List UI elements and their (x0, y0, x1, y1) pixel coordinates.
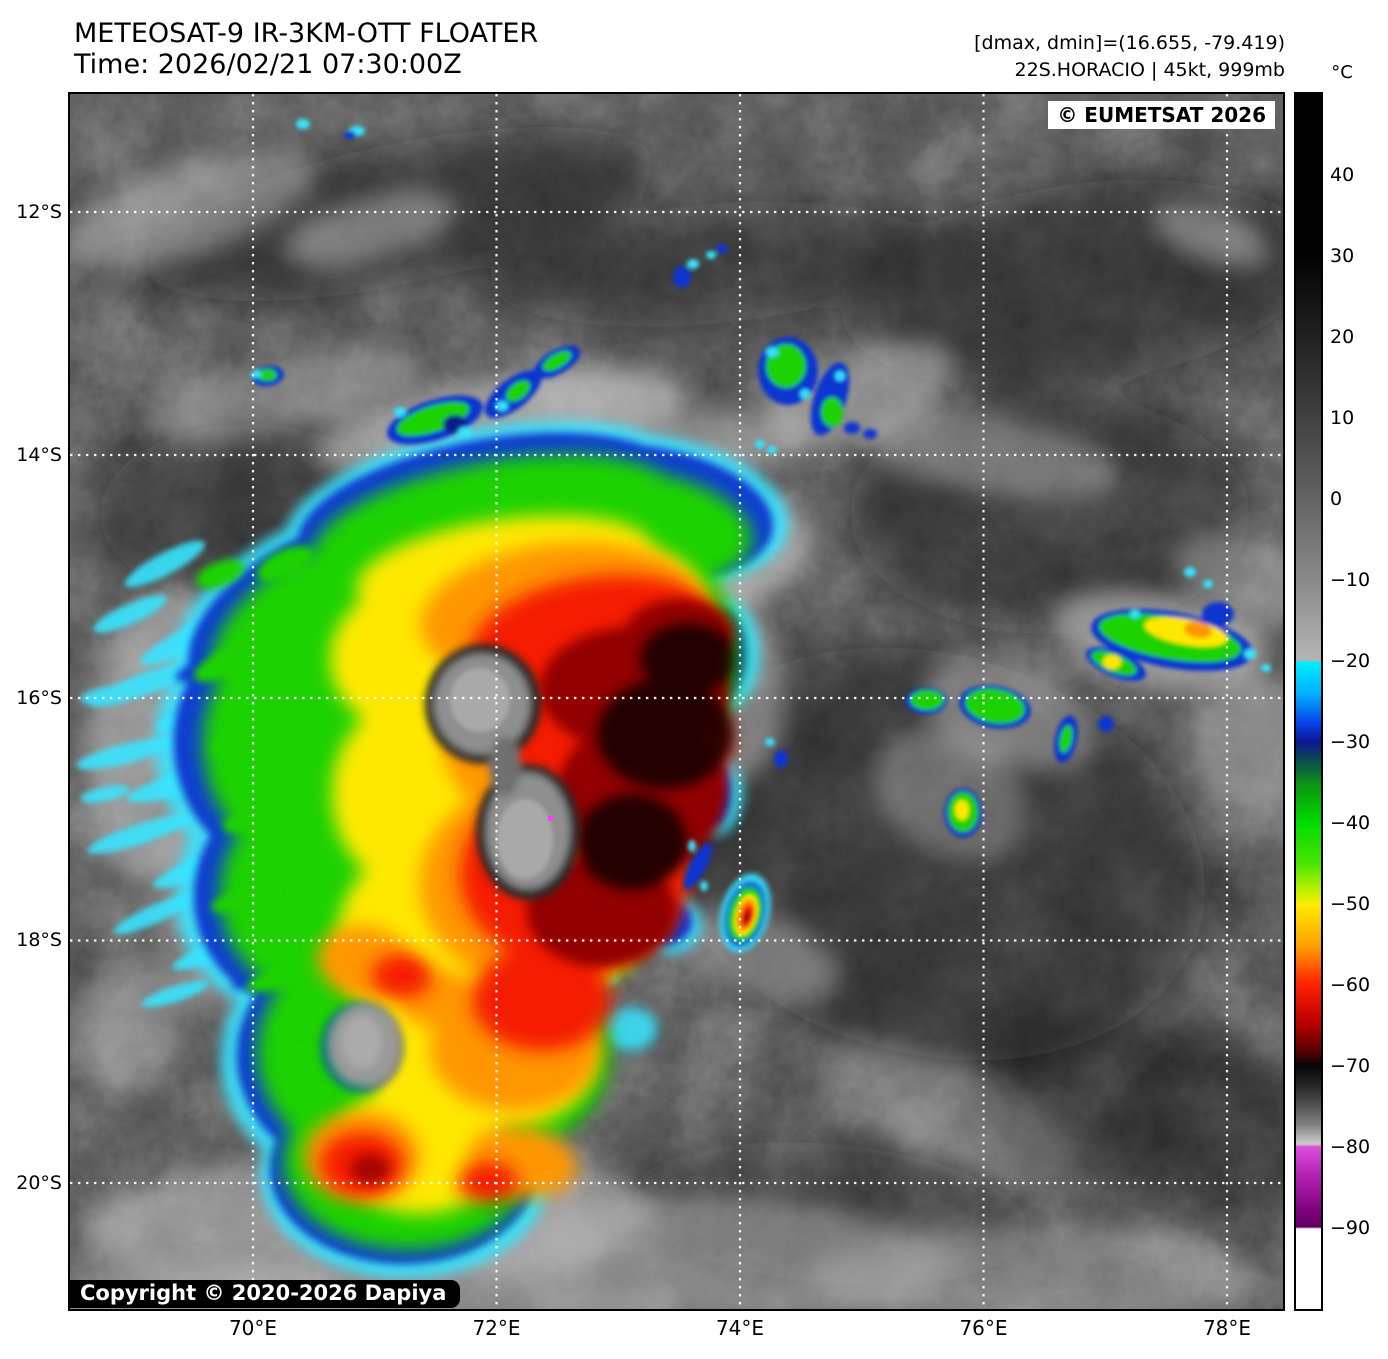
colorbar-tick-label: 10 (1330, 407, 1355, 429)
figure-header: METEOSAT-9 IR-3KM-OTT FLOATER Time: 2026… (74, 18, 538, 80)
cold-overshoot-gray-patches (425, 644, 580, 900)
colorbar (1294, 92, 1323, 1311)
colorbar-tick-label: −80 (1330, 1136, 1371, 1158)
colorbar-tick-label: −10 (1330, 569, 1371, 591)
latitude-tick-label: 20°S (16, 1172, 62, 1194)
figure-title: METEOSAT-9 IR-3KM-OTT FLOATER (74, 18, 539, 49)
colorbar-tick-label: −20 (1330, 650, 1371, 672)
latitude-tick-label: 16°S (16, 686, 62, 709)
longitude-tick-label: 78°E (1202, 1316, 1252, 1340)
satellite-ir-image (70, 94, 1283, 1309)
colorbar-tick-label: 20 (1330, 326, 1355, 348)
figure-timestamp: Time: 2026/02/21 07:30:00Z (74, 49, 462, 80)
colorbar-tick-label: −90 (1330, 1217, 1371, 1239)
satellite-map-panel: © EUMETSAT 2026 Copyright © 2020-2026 Da… (68, 92, 1285, 1311)
figure-annotations: [dmax, dmin]=(16.655, -79.419) 22S.HORAC… (974, 30, 1285, 84)
colorbar-tick-label: −30 (1330, 731, 1371, 753)
longitude-tick-label: 70°E (228, 1316, 278, 1340)
colorbar-tick-label: −60 (1330, 974, 1371, 996)
copyright-badge: Copyright © 2020-2026 Dapiya (70, 1280, 461, 1308)
storm-annotation: 22S.HORACIO | 45kt, 999mb (1014, 59, 1285, 81)
provider-badge: © EUMETSAT 2026 (1048, 101, 1275, 129)
dmax-dmin-annotation: [dmax, dmin]=(16.655, -79.419) (974, 32, 1285, 54)
longitude-tick-label: 74°E (715, 1316, 765, 1340)
colorbar-tick-label: −40 (1330, 812, 1371, 834)
latitude-tick-label: 18°S (16, 929, 62, 952)
longitude-tick-label: 72°E (472, 1316, 521, 1340)
latlon-grid (70, 94, 1283, 1309)
scattered-cold-cells-east (765, 567, 1271, 838)
isolated-convective-cell (683, 840, 771, 953)
colorbar-gradient (1296, 94, 1321, 1309)
colorbar-tick-label: 0 (1330, 488, 1343, 510)
colorbar-tick-label: −70 (1330, 1055, 1371, 1077)
colorbar-tick-label: −50 (1330, 893, 1371, 915)
colorbar-tick-label: 30 (1330, 245, 1355, 267)
latitude-tick-label: 14°S (16, 443, 62, 466)
scattered-cold-cells-north (251, 119, 877, 454)
longitude-tick-label: 76°E (959, 1316, 1008, 1340)
latitude-tick-label: 12°S (16, 201, 62, 223)
colorbar-tick-label: 40 (1330, 164, 1355, 186)
colorbar-unit: °C (1331, 62, 1353, 83)
